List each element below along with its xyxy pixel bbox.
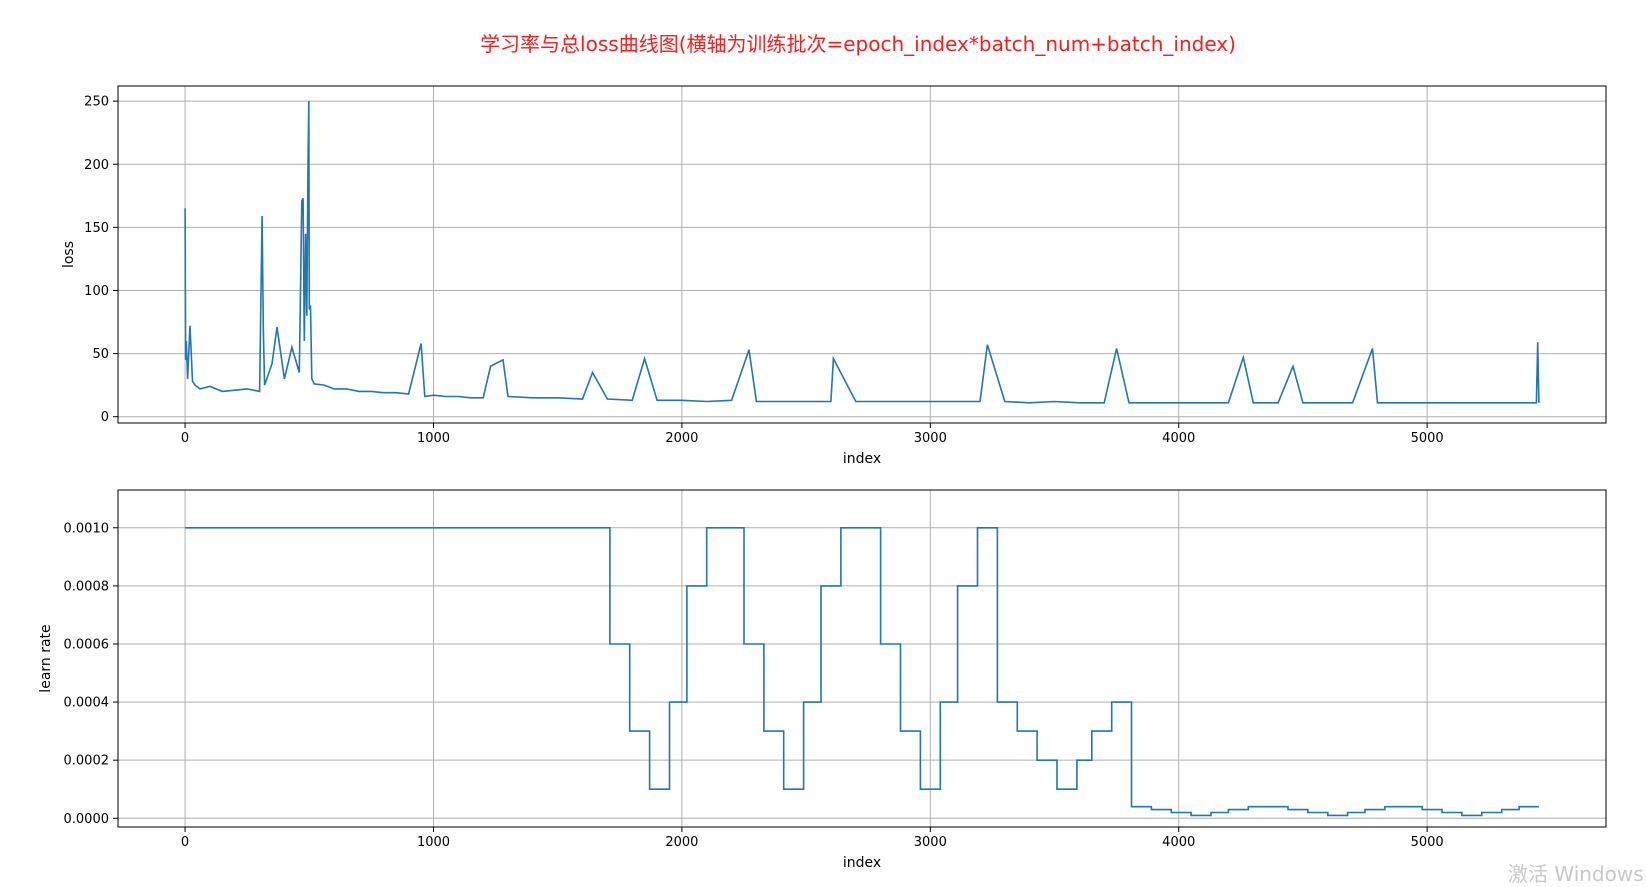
x-tick-label: 1000 (417, 431, 450, 446)
x-tick-label: 0 (181, 835, 189, 850)
axes-frame (117, 85, 1607, 424)
y-tick-label: 0.0000 (64, 812, 110, 827)
windows-activation-watermark: 激活 Windows (1508, 862, 1644, 886)
loss-axes: 0 1000 2000 3000 4000 5000 0 50 100 150 200 250 inde… (61, 85, 1607, 467)
y-tick-label: 0.0010 (64, 521, 110, 536)
x-tick-label: 3000 (914, 835, 947, 850)
x-axis-label: index (843, 451, 881, 467)
x-tick-label: 2000 (665, 835, 698, 850)
y-tick-label: 200 (84, 158, 109, 173)
y-tick-label: 150 (84, 221, 109, 236)
y-tick-label: 50 (92, 347, 109, 362)
x-tick-label: 0 (181, 431, 189, 446)
y-tick-label: 0.0008 (64, 579, 110, 594)
x-tick-label: 4000 (1162, 835, 1195, 850)
x-tick-label: 4000 (1162, 431, 1195, 446)
y-tick-label: 0.0006 (64, 637, 110, 652)
y-axis-label: learn rate (38, 624, 54, 692)
y-tick-label: 0.0004 (64, 696, 110, 711)
y-axis-label: loss (61, 241, 77, 268)
x-tick-label: 3000 (914, 431, 947, 446)
x-tick-label: 2000 (665, 431, 698, 446)
y-tick-label: 250 (84, 95, 109, 110)
loss-series-line (184, 101, 1540, 404)
x-axis-label: index (843, 855, 881, 871)
y-tick-label: 100 (84, 284, 109, 299)
axes-frame (117, 489, 1607, 828)
y-tick-label: 0 (101, 410, 109, 425)
x-tick-label: 5000 (1411, 431, 1444, 446)
y-tick-label: 0.0002 (64, 754, 110, 769)
x-tick-label: 1000 (417, 835, 450, 850)
learn-rate-series-line (185, 526, 1539, 817)
x-tick-label: 5000 (1411, 835, 1444, 850)
chart-title: 学习率与总loss曲线图(横轴为训练批次=epoch_index*batch_n… (480, 32, 1236, 56)
learn-rate-axes: 0 1000 2000 3000 4000 5000 0.0000 0.0002 0.0004 0… (38, 489, 1607, 871)
